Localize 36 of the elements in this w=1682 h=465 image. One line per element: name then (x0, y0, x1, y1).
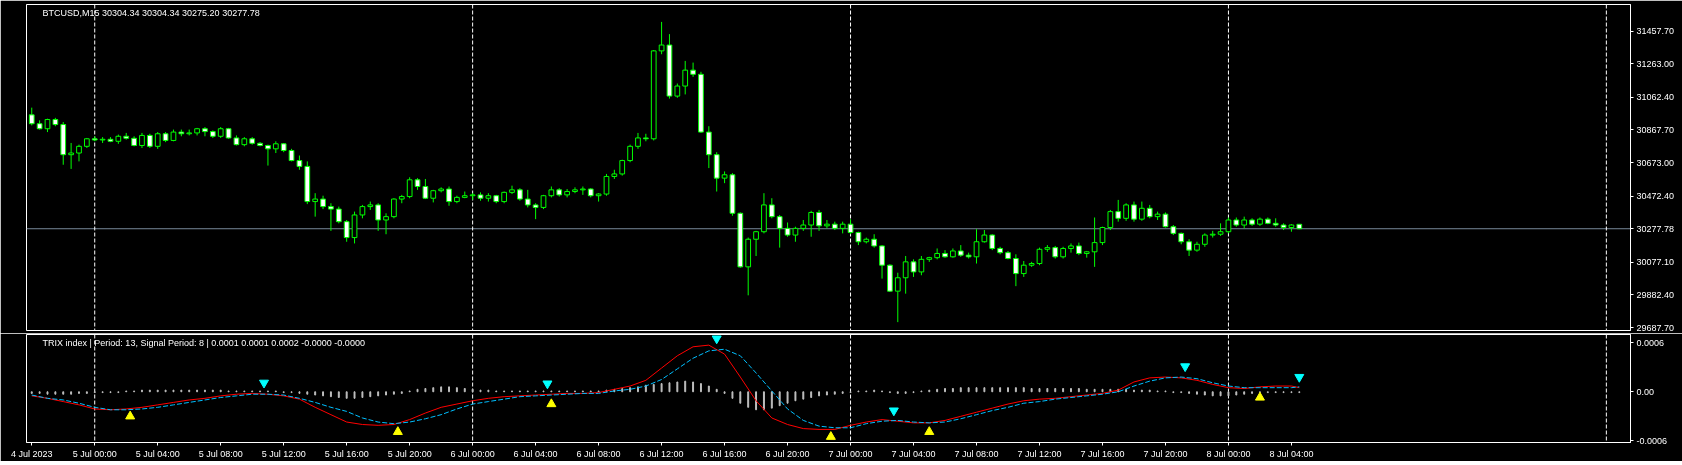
y-tick-label: 29882.40 (1636, 289, 1675, 300)
x-tick-label: 7 Jul 08:00 (954, 448, 999, 459)
x-tick-label: 8 Jul 00:00 (1206, 448, 1251, 459)
y-tick-label: -0.0006 (1636, 435, 1668, 446)
x-tick-label: 6 Jul 00:00 (450, 448, 495, 459)
x-tick-label: 7 Jul 04:00 (891, 448, 936, 459)
x-tick-label: 5 Jul 12:00 (261, 448, 306, 459)
ref-line-label: 30277.78 (1636, 223, 1675, 234)
x-tick-label: 6 Jul 12:00 (639, 448, 684, 459)
x-tick-label: 7 Jul 12:00 (1017, 448, 1062, 459)
x-tick-label: 7 Jul 16:00 (1080, 448, 1125, 459)
y-tick-label: 30077.10 (1636, 257, 1675, 268)
x-tick-label: 5 Jul 16:00 (324, 448, 369, 459)
chart-title: BTCUSD,M15 30304.34 30304.34 30275.20 30277.78 (42, 7, 260, 18)
x-tick-label: 5 Jul 20:00 (387, 448, 432, 459)
y-tick-label: 30673.00 (1636, 157, 1675, 168)
chart-title: TRIX index | Period: 13, Signal Period: 8 | 0.0001 0.0001 0.0002 -0.0000 -0.0000 (42, 337, 365, 348)
x-tick-label: 7 Jul 20:00 (1143, 448, 1188, 459)
x-tick-label: 6 Jul 16:00 (702, 448, 747, 459)
y-tick-label: 31457.70 (1636, 26, 1675, 37)
x-tick-label: 4 Jul 2023 (10, 448, 53, 459)
x-tick-label: 7 Jul 00:00 (828, 448, 873, 459)
y-tick-label: 31062.40 (1636, 92, 1675, 103)
x-tick-label: 8 Jul 04:00 (1269, 448, 1314, 459)
y-tick-label: 30472.40 (1636, 191, 1675, 202)
x-tick-label: 6 Jul 20:00 (765, 448, 810, 459)
x-tick-label: 6 Jul 08:00 (576, 448, 621, 459)
y-tick-label: 0.0006 (1636, 337, 1665, 348)
x-tick-label: 5 Jul 04:00 (135, 448, 180, 459)
y-tick-label: 30867.70 (1636, 124, 1675, 135)
x-tick-label: 6 Jul 04:00 (513, 448, 558, 459)
x-tick-label: 5 Jul 00:00 (72, 448, 117, 459)
y-tick-label: 0.00 (1636, 386, 1655, 397)
x-tick-label: 5 Jul 08:00 (198, 448, 243, 459)
y-tick-label: 31263.00 (1636, 58, 1675, 69)
y-tick-label: 29687.70 (1636, 322, 1675, 333)
